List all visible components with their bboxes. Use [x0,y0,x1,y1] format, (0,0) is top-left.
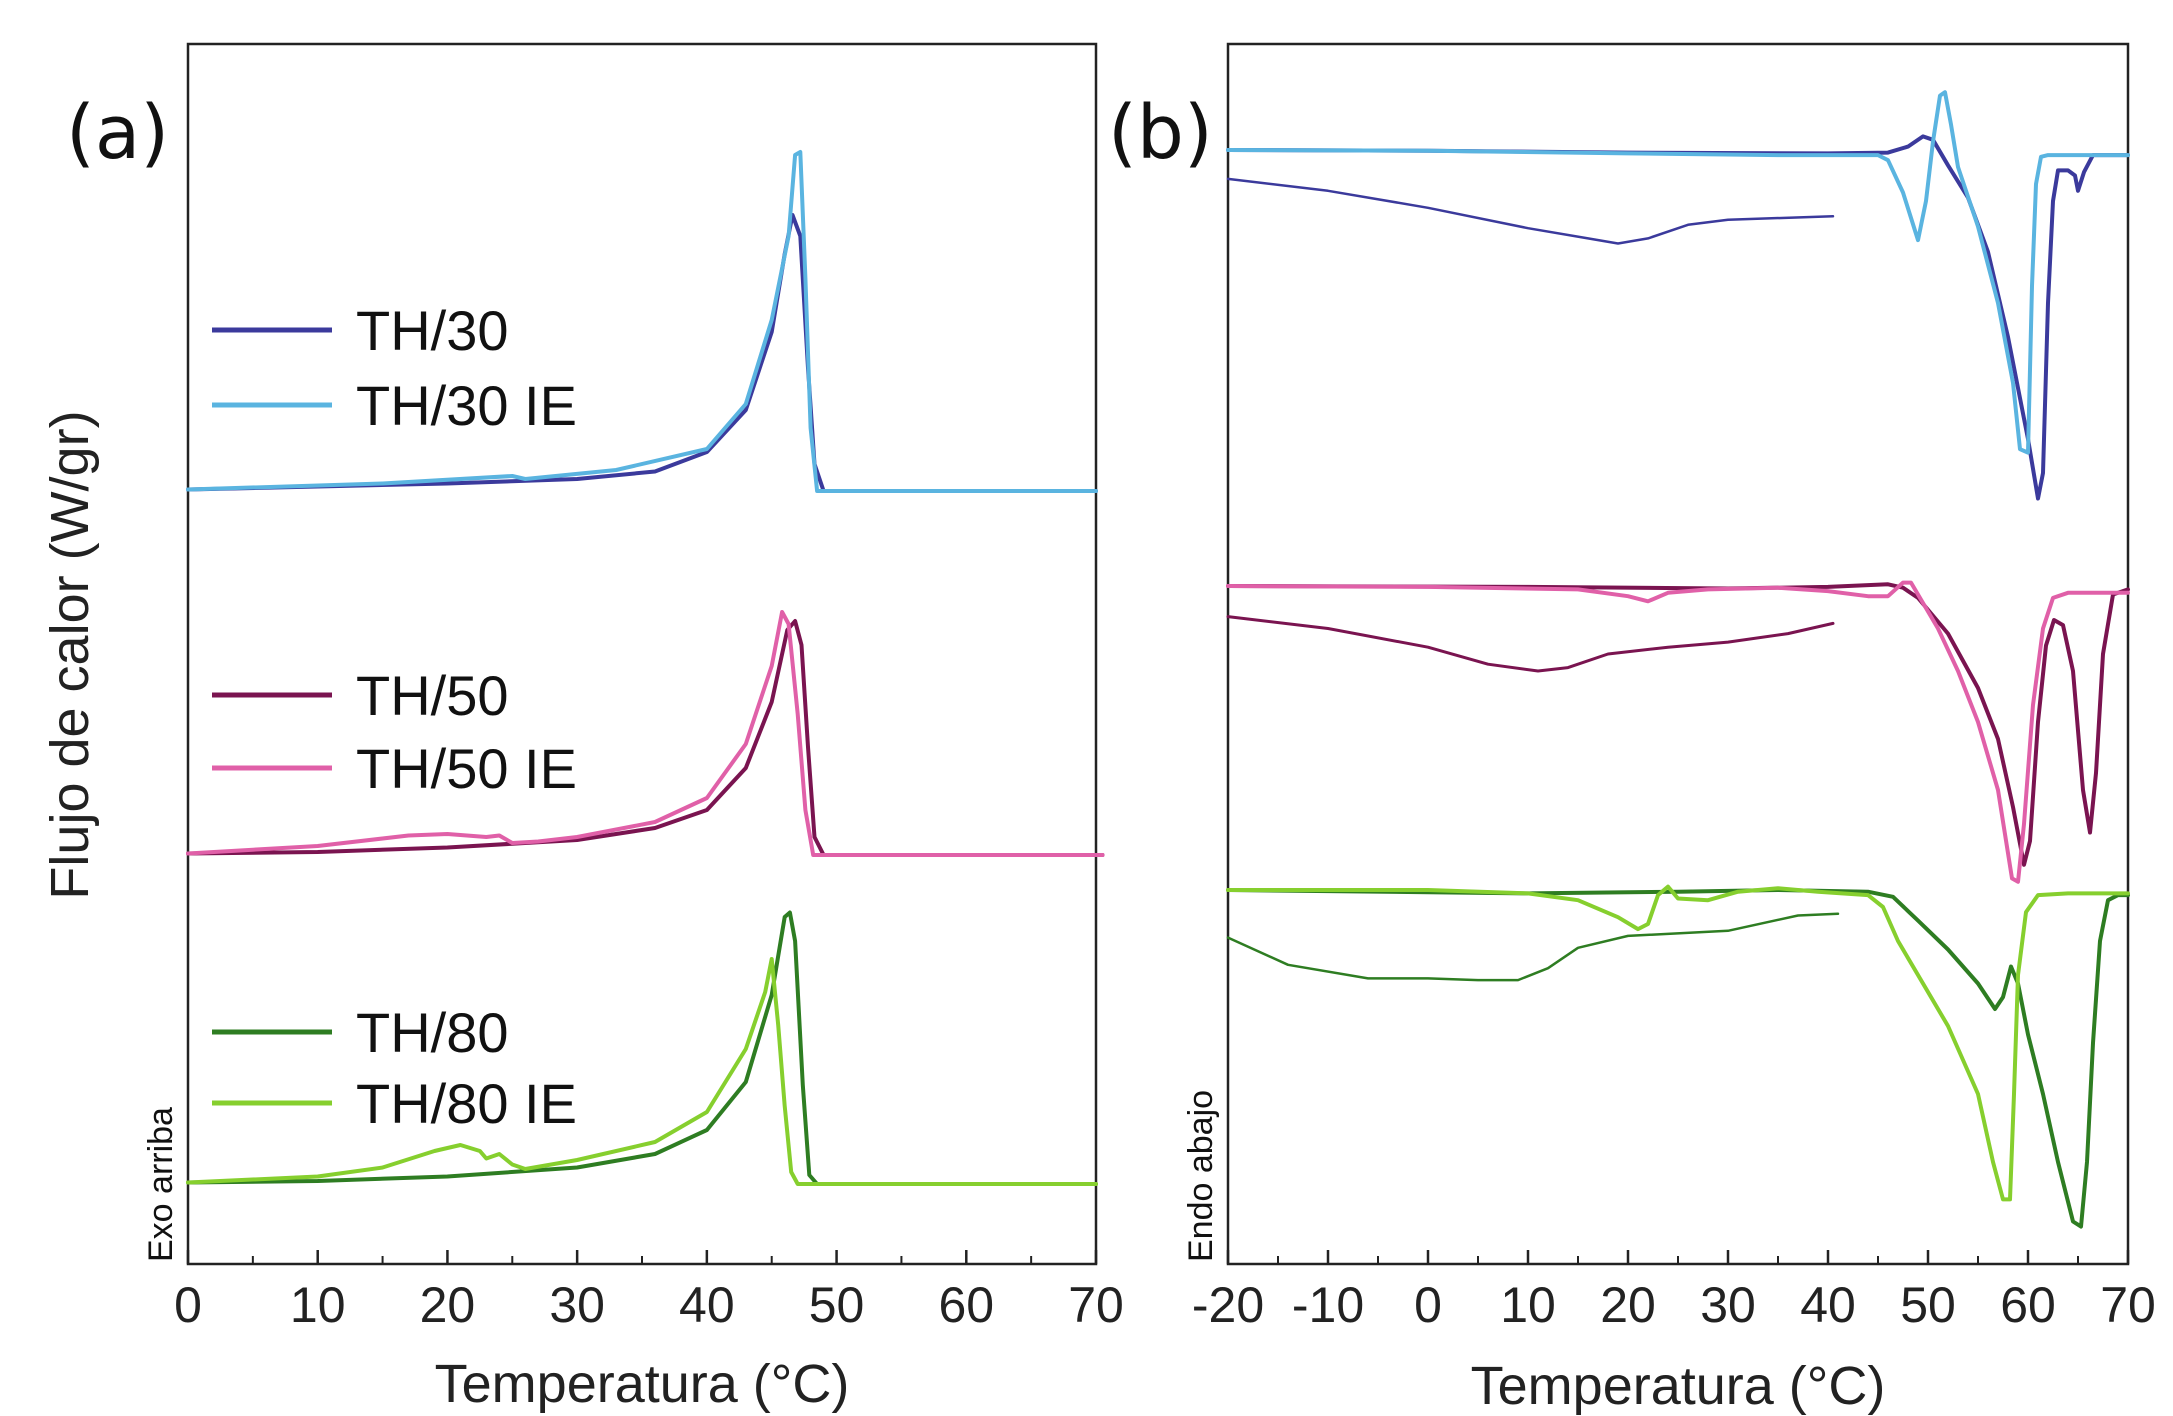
panel-b-series-th-80-ie-7 [1226,884,2130,1202]
panel-a-label: (a) [66,90,169,176]
panel-b-x-tick-label-3: 10 [1500,1277,1556,1333]
panel-a-x-tick-label-6: 60 [938,1277,994,1333]
panel-a: 0 10 20 30 40 50 60 70 (a) Temperatura (°C) Flu… [40,42,1124,1414]
panel-a-series-th-50-2 [186,619,1105,857]
panel-a-x-ticks: 0 10 20 30 40 50 60 70 [174,1250,1124,1333]
panel-a-x-axis-title: Temperatura (°C) [435,1354,850,1414]
panel-b-x-tick-label-8: 60 [2000,1277,2056,1333]
panel-b-label: (b) [1108,90,1213,176]
panel-a-legend: TH/30 TH/30 IE TH/50 TH/50 IE TH/80 TH/80 IE [212,299,577,1135]
panel-a-x-tick-label-0: 0 [174,1277,202,1333]
panel-b-x-tick-label-0: -20 [1192,1277,1264,1333]
panel-b-x-axis-title: Temperatura (°C) [1471,1356,1886,1416]
panel-b-curves [1226,90,2130,1229]
panel-a-series-th-80-4 [186,910,1098,1186]
panel-b-series-th-30-desc-2 [1226,177,1835,245]
panel-a-x-tick-label-5: 50 [809,1277,865,1333]
panel-b: -20 -10 0 10 20 30 40 50 60 70 (b) Temperatura (°… [1108,42,2156,1416]
panel-b-x-tick-label-6: 40 [1800,1277,1856,1333]
panel-b-x-tick-label-4: 20 [1600,1277,1656,1333]
panel-b-x-tick-label-5: 30 [1700,1277,1756,1333]
panel-b-x-tick-label-7: 50 [1900,1277,1956,1333]
legend-label-th-80-ie: TH/80 IE [356,1072,577,1135]
panel-b-endo-note: Endo abajo [1182,1090,1220,1262]
panel-a-x-tick-label-3: 30 [549,1277,605,1333]
panel-b-x-ticks: -20 -10 0 10 20 30 40 50 60 70 [1192,1250,2156,1333]
panel-b-x-tick-label-2: 0 [1414,1277,1442,1333]
panel-b-series-th-50-3 [1226,582,2130,867]
legend-label-th-80: TH/80 [356,1001,509,1064]
panel-b-series-th-80-6 [1226,888,2130,1229]
legend-label-th-50: TH/50 [356,664,509,727]
panel-a-exo-note: Exo arriba [142,1107,180,1262]
panel-a-x-tick-label-2: 20 [420,1277,476,1333]
panel-b-series-th-30-ie-1 [1226,90,2130,455]
panel-a-y-axis-title: Flujo de calor (W/gr) [40,410,100,899]
panel-a-x-tick-label-4: 40 [679,1277,735,1333]
panel-a-series-th-50-ie-3 [186,610,1105,857]
panel-b-x-tick-label-1: -10 [1292,1277,1364,1333]
panel-b-series-th-50-desc-5 [1226,615,1835,673]
panel-a-series-th-80-ie-5 [186,957,1098,1186]
panel-a-x-tick-label-1: 10 [290,1277,346,1333]
legend-label-th-30-ie: TH/30 IE [356,374,577,437]
panel-b-series-th-50-ie-4 [1226,580,2130,884]
panel-b-series-th-80-desc-8 [1226,912,1840,982]
panel-a-x-tick-label-7: 70 [1068,1277,1124,1333]
panel-a-series-th-30-ie-1 [186,150,1098,493]
panel-b-x-tick-label-9: 70 [2100,1277,2156,1333]
panel-a-curves [186,150,1105,1186]
legend-label-th-50-ie: TH/50 IE [356,737,577,800]
legend-label-th-30: TH/30 [356,299,509,362]
